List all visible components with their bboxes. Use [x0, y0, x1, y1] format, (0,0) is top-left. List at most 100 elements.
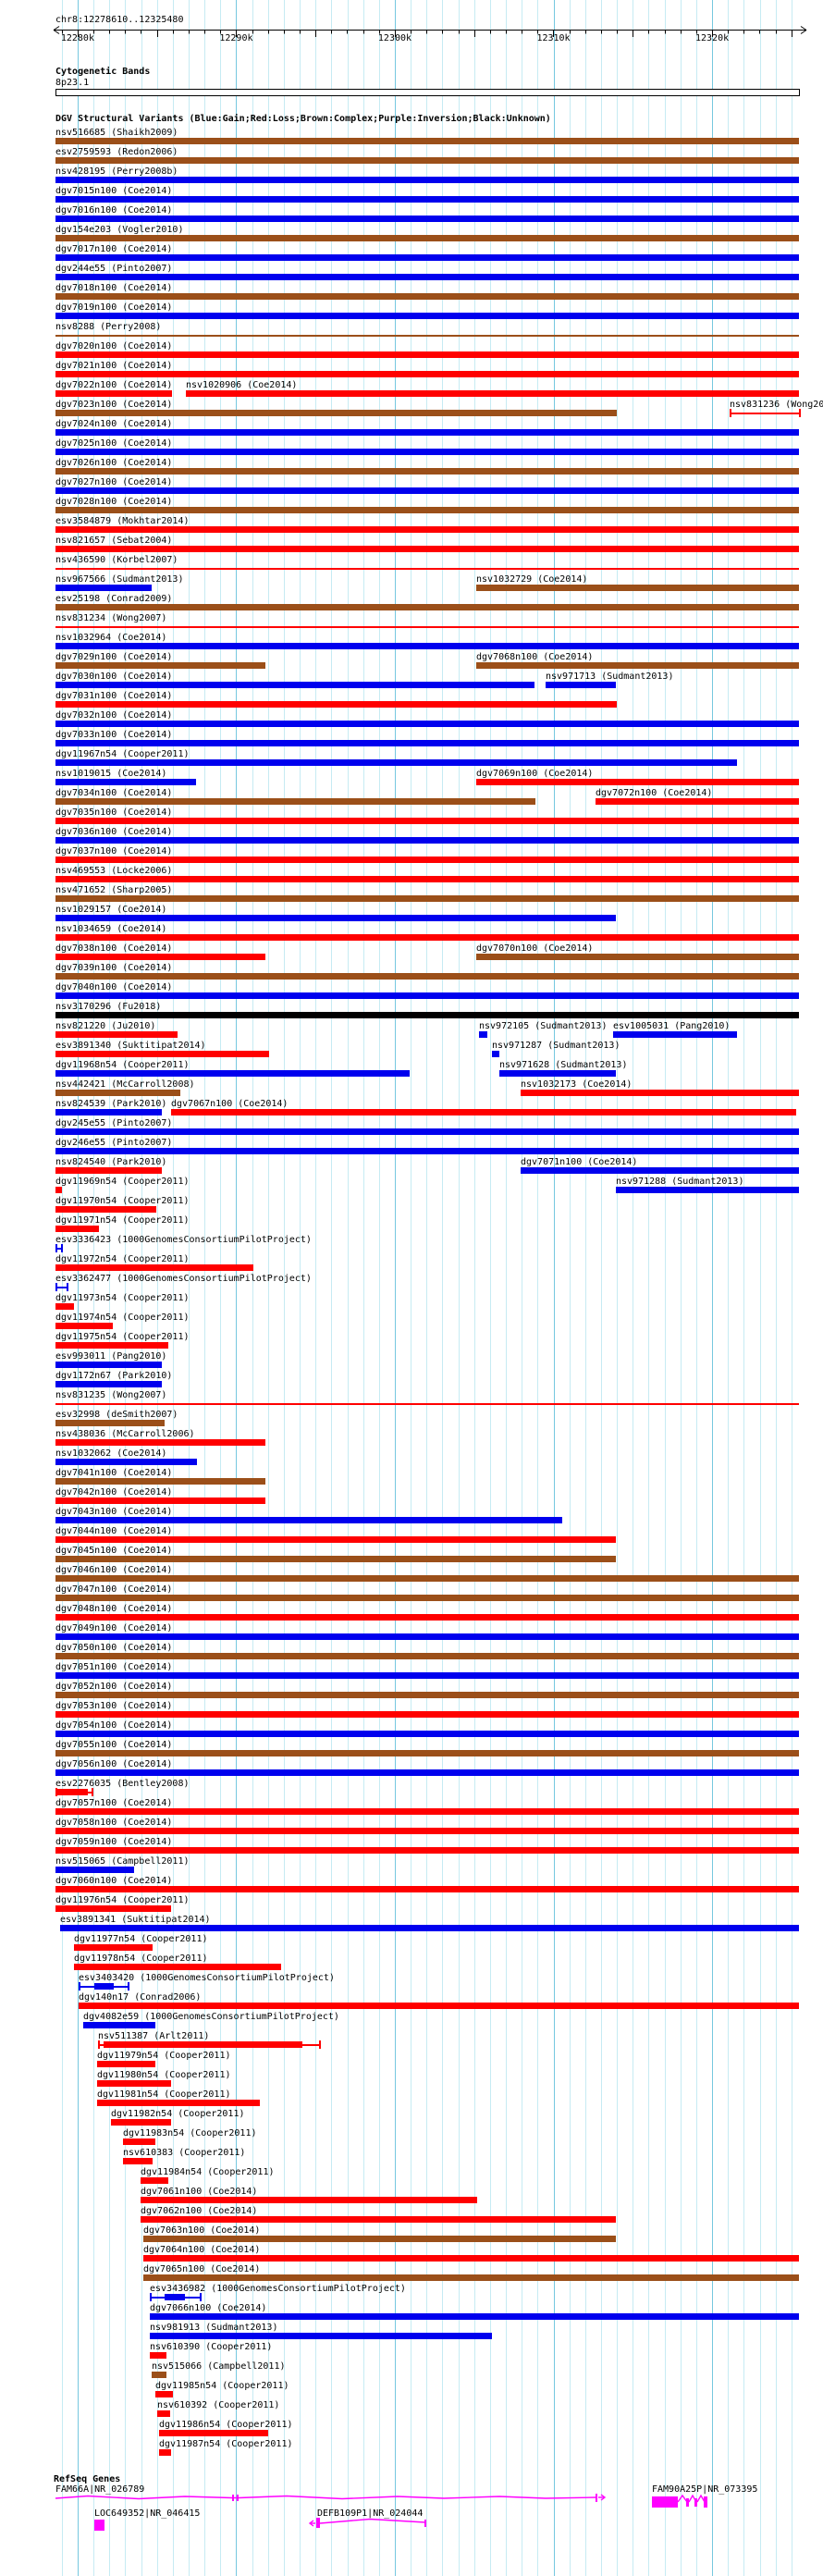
variant-bar[interactable]: [492, 1051, 499, 1057]
variant-bar[interactable]: [97, 2080, 171, 2087]
variant-bar[interactable]: [55, 1439, 265, 1446]
variant-bar[interactable]: [55, 1595, 799, 1601]
variant-bar[interactable]: [55, 1287, 68, 1288]
variant-bar[interactable]: [55, 1109, 162, 1115]
variant-bar[interactable]: [141, 2197, 477, 2203]
variant-bar[interactable]: [55, 585, 152, 591]
variant-bar[interactable]: [143, 2236, 616, 2242]
variant-bar[interactable]: [616, 1187, 799, 1193]
variant-bar[interactable]: [55, 626, 799, 628]
variant-bar[interactable]: [55, 1498, 265, 1504]
variant-bar[interactable]: [55, 138, 799, 144]
variant-bar[interactable]: [479, 1031, 487, 1038]
variant-bar[interactable]: [171, 1109, 796, 1115]
variant-bar[interactable]: [55, 1459, 197, 1465]
variant-bar[interactable]: [143, 2255, 799, 2262]
variant-bar[interactable]: [55, 701, 617, 708]
variant-bar[interactable]: [55, 1167, 162, 1174]
variant-bar[interactable]: [55, 410, 617, 416]
variant-bar[interactable]: [83, 2022, 155, 2028]
variant-bar[interactable]: [97, 2100, 260, 2106]
variant-bar[interactable]: [55, 468, 799, 475]
variant-bar[interactable]: [94, 1983, 114, 1990]
gene-intron-line[interactable]: [55, 2495, 597, 2500]
ruler[interactable]: [0, 0, 823, 51]
variant-bar[interactable]: [55, 487, 799, 494]
variant-bar[interactable]: [55, 526, 799, 533]
variant-bar[interactable]: [55, 274, 799, 280]
variant-bar[interactable]: [55, 682, 534, 688]
variant-bar[interactable]: [55, 1303, 74, 1310]
variant-bar[interactable]: [55, 1711, 799, 1718]
variant-bar[interactable]: [55, 1886, 799, 1892]
variant-bar[interactable]: [186, 390, 799, 397]
variant-bar[interactable]: [55, 643, 799, 649]
variant-bar[interactable]: [55, 759, 737, 766]
gene-intron-line[interactable]: [688, 2494, 697, 2503]
variant-bar[interactable]: [141, 2216, 616, 2223]
variant-bar[interactable]: [55, 1789, 88, 1795]
variant-bar[interactable]: [55, 1847, 799, 1854]
variant-bar[interactable]: [546, 682, 616, 688]
gene-exon[interactable]: [704, 2496, 707, 2508]
variant-bar[interactable]: [55, 1575, 799, 1582]
variant-bar[interactable]: [141, 2177, 168, 2184]
variant-bar[interactable]: [55, 1653, 799, 1659]
variant-bar[interactable]: [55, 235, 799, 241]
variant-bar[interactable]: [476, 585, 799, 591]
gene-intron-line[interactable]: [308, 2520, 314, 2527]
variant-bar[interactable]: [55, 1614, 799, 1621]
variant-bar[interactable]: [55, 1070, 410, 1077]
variant-bar[interactable]: [55, 216, 799, 222]
variant-bar[interactable]: [74, 1944, 153, 1951]
variant-bar[interactable]: [55, 1731, 799, 1737]
variant-bar[interactable]: [55, 335, 799, 337]
variant-bar[interactable]: [55, 837, 799, 844]
variant-bar[interactable]: [55, 1381, 162, 1387]
variant-bar[interactable]: [55, 1808, 799, 1815]
variant-bar[interactable]: [476, 954, 799, 960]
variant-bar[interactable]: [111, 2119, 171, 2126]
variant-bar[interactable]: [55, 196, 799, 203]
gene-exon[interactable]: [686, 2498, 689, 2507]
variant-bar[interactable]: [55, 1012, 799, 1018]
variant-bar[interactable]: [55, 818, 799, 824]
variant-bar[interactable]: [152, 2372, 166, 2378]
variant-bar[interactable]: [74, 1964, 281, 1970]
variant-bar[interactable]: [55, 1769, 799, 1776]
variant-bar[interactable]: [476, 662, 799, 669]
variant-bar[interactable]: [157, 2410, 170, 2417]
gene-exon[interactable]: [94, 2520, 104, 2531]
variant-bar[interactable]: [55, 1556, 616, 1562]
gene-exon[interactable]: [596, 2494, 597, 2502]
variant-bar[interactable]: [55, 1264, 253, 1271]
variant-bar[interactable]: [55, 1206, 156, 1213]
variant-bar[interactable]: [55, 1536, 616, 1543]
variant-bar[interactable]: [55, 1905, 171, 1912]
variant-bar[interactable]: [55, 604, 799, 610]
variant-bar[interactable]: [55, 1148, 799, 1154]
variant-bar[interactable]: [55, 915, 616, 921]
variant-bar[interactable]: [55, 1867, 134, 1873]
variant-bar[interactable]: [55, 293, 799, 300]
variant-bar[interactable]: [55, 934, 799, 941]
variant-bar[interactable]: [55, 449, 799, 455]
variant-bar[interactable]: [55, 1090, 180, 1096]
cytoband-glyph[interactable]: [55, 89, 800, 96]
gene-exon[interactable]: [316, 2518, 320, 2528]
variant-bar[interactable]: [55, 1633, 799, 1640]
variant-bar[interactable]: [55, 954, 265, 960]
gene-exon[interactable]: [232, 2495, 234, 2501]
variant-bar[interactable]: [55, 1517, 562, 1523]
variant-bar[interactable]: [613, 1031, 737, 1038]
variant-bar[interactable]: [55, 157, 799, 164]
variant-bar[interactable]: [55, 1187, 62, 1193]
variant-bar[interactable]: [55, 1750, 799, 1756]
variant-bar[interactable]: [55, 254, 799, 261]
variant-bar[interactable]: [159, 2449, 171, 2456]
variant-bar[interactable]: [55, 1342, 168, 1349]
variant-bar[interactable]: [55, 895, 799, 902]
variant-bar[interactable]: [55, 779, 196, 785]
variant-bar[interactable]: [730, 413, 801, 414]
variant-bar[interactable]: [165, 2294, 185, 2300]
